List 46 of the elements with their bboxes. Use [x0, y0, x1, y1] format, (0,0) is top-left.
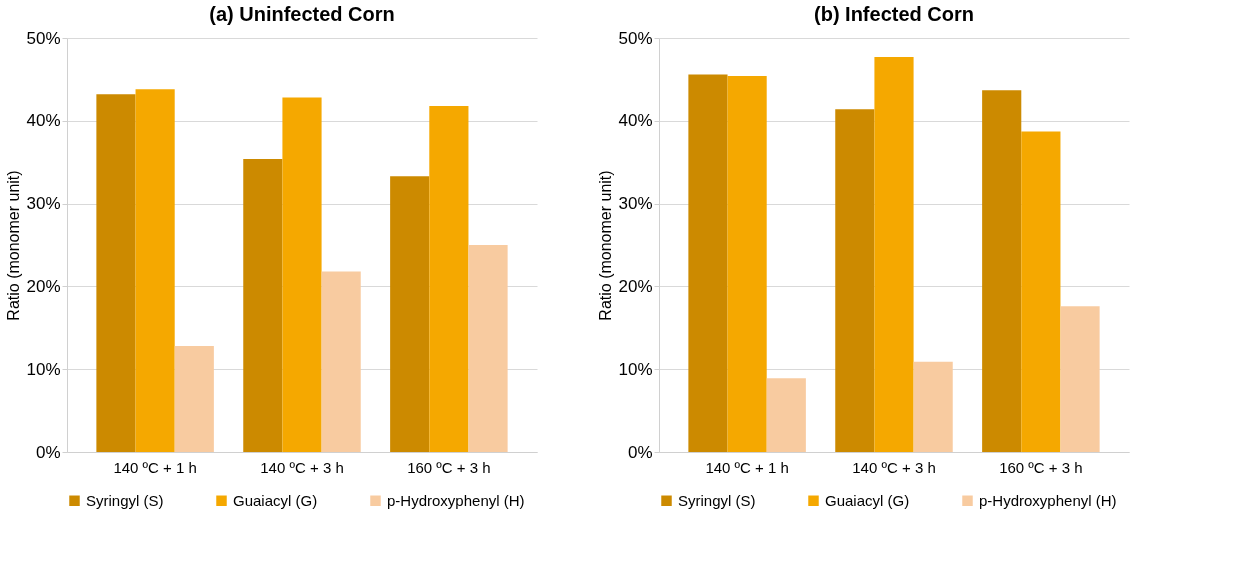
y-tick-label: 0% [35, 442, 61, 462]
bar [835, 109, 875, 452]
bar [982, 90, 1022, 452]
x-tick-label: 140 ºC + 3 h [260, 458, 344, 476]
bar [1021, 131, 1061, 452]
y-tick-label: 20% [26, 276, 61, 296]
x-tick-label: 160 ºC + 3 h [407, 458, 491, 476]
y-axis-title: Ratio (monomer unit) [5, 170, 23, 321]
bar [96, 94, 136, 452]
bar [174, 346, 214, 452]
bar [913, 361, 953, 452]
y-tick-label: 30% [618, 194, 653, 214]
y-tick-label: 50% [26, 28, 61, 48]
bar [727, 76, 767, 452]
y-tick-label: 30% [26, 194, 61, 214]
x-tick-label: 140 ºC + 1 h [113, 458, 197, 476]
x-tick-label: 140 ºC + 3 h [852, 458, 936, 476]
legend-label: Syringyl (S) [678, 491, 756, 509]
x-tick-label: 140 ºC + 1 h [705, 458, 789, 476]
y-tick-label: 10% [26, 359, 61, 379]
legend-label: p-Hydroxyphenyl (H) [387, 491, 525, 509]
bar [429, 105, 469, 452]
bar [468, 245, 508, 452]
bar [135, 89, 175, 452]
bar [688, 74, 728, 452]
bar [282, 97, 322, 452]
bar [243, 158, 283, 452]
y-tick-label: 20% [618, 276, 653, 296]
legend-label: p-Hydroxyphenyl (H) [979, 491, 1117, 509]
bar [321, 271, 361, 452]
y-tick-label: 0% [627, 442, 653, 462]
bar [390, 176, 430, 452]
y-tick-label: 40% [26, 111, 61, 131]
y-tick-label: 50% [618, 28, 653, 48]
legend-label: Guaiacyl (G) [825, 491, 910, 509]
bar [874, 57, 914, 452]
y-axis-title: Ratio (monomer unit) [597, 170, 615, 321]
legend-label: Syringyl (S) [86, 491, 164, 509]
x-tick-label: 160 ºC + 3 h [999, 458, 1083, 476]
chart-title: (b) Infected Corn [814, 3, 974, 25]
chart-title: (a) Uninfected Corn [209, 3, 395, 25]
y-tick-label: 10% [618, 359, 653, 379]
bar [1060, 306, 1100, 452]
legend-label: Guaiacyl (G) [233, 491, 318, 509]
y-tick-label: 40% [618, 111, 653, 131]
bar [766, 378, 806, 452]
